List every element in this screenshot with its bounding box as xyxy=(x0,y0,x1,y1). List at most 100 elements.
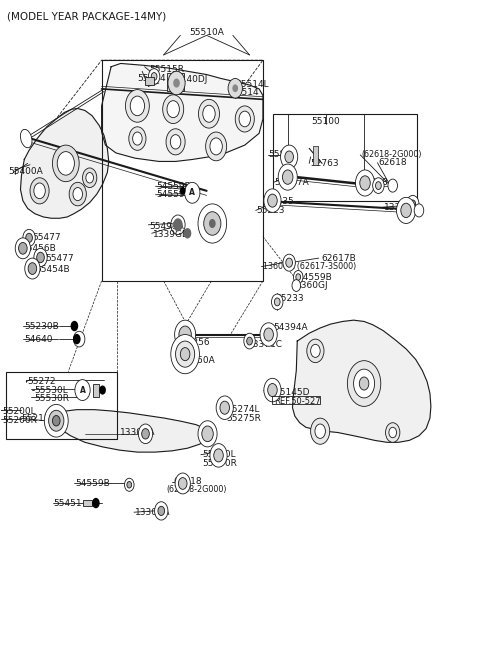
Text: 55233: 55233 xyxy=(275,294,303,303)
Circle shape xyxy=(360,377,369,390)
Polygon shape xyxy=(292,320,431,442)
Circle shape xyxy=(52,145,79,182)
Polygon shape xyxy=(49,409,211,452)
Circle shape xyxy=(372,178,384,194)
Text: 55514: 55514 xyxy=(137,74,166,83)
Text: REF.50-527: REF.50-527 xyxy=(275,397,321,405)
Text: 62618: 62618 xyxy=(378,158,407,167)
Text: A: A xyxy=(189,188,195,197)
Circle shape xyxy=(293,270,303,283)
Circle shape xyxy=(175,320,196,349)
Circle shape xyxy=(170,134,181,149)
Circle shape xyxy=(73,334,81,344)
Bar xyxy=(167,73,184,91)
Text: 55510A: 55510A xyxy=(189,28,224,37)
Text: 54559B: 54559B xyxy=(75,479,110,488)
Circle shape xyxy=(83,168,97,188)
Circle shape xyxy=(244,333,255,349)
Text: 1360GK (62617-3S000): 1360GK (62617-3S000) xyxy=(263,262,356,271)
Circle shape xyxy=(73,188,83,201)
Circle shape xyxy=(410,200,416,208)
Text: 55145D: 55145D xyxy=(275,388,310,396)
Circle shape xyxy=(204,212,221,236)
Circle shape xyxy=(57,152,74,175)
Circle shape xyxy=(171,335,199,374)
Circle shape xyxy=(354,369,374,398)
Text: 62617B: 62617B xyxy=(321,254,356,262)
Circle shape xyxy=(130,96,144,115)
Text: (62618-2G000): (62618-2G000) xyxy=(166,485,227,495)
Text: 55888: 55888 xyxy=(360,178,388,187)
Text: 55272: 55272 xyxy=(28,377,56,386)
Circle shape xyxy=(44,405,68,437)
Bar xyxy=(102,60,263,281)
Bar xyxy=(274,113,417,201)
Text: 1330AA: 1330AA xyxy=(135,508,170,517)
Circle shape xyxy=(210,443,227,467)
Text: 1339GB: 1339GB xyxy=(153,230,189,239)
Bar xyxy=(93,384,99,397)
Circle shape xyxy=(151,73,157,81)
Circle shape xyxy=(260,323,277,346)
Circle shape xyxy=(168,72,185,95)
Circle shape xyxy=(311,418,330,444)
Circle shape xyxy=(360,176,370,190)
Text: 1330AA: 1330AA xyxy=(120,428,155,437)
Circle shape xyxy=(48,410,64,431)
Circle shape xyxy=(148,69,160,85)
Circle shape xyxy=(185,182,200,203)
Text: 53371C: 53371C xyxy=(248,340,283,349)
Text: 55347A: 55347A xyxy=(275,178,309,187)
Text: 55250A: 55250A xyxy=(180,356,215,365)
Text: 55454B: 55454B xyxy=(36,265,71,274)
Circle shape xyxy=(235,106,254,132)
Circle shape xyxy=(71,321,78,331)
Text: (MODEL YEAR PACKAGE-14MY): (MODEL YEAR PACKAGE-14MY) xyxy=(7,11,167,21)
Text: 55514: 55514 xyxy=(230,89,259,97)
Circle shape xyxy=(292,279,300,291)
Ellipse shape xyxy=(21,129,32,148)
Circle shape xyxy=(92,498,100,508)
Bar xyxy=(273,396,320,405)
Circle shape xyxy=(15,238,31,258)
Circle shape xyxy=(175,473,191,494)
Circle shape xyxy=(268,194,277,207)
Circle shape xyxy=(307,339,324,363)
Circle shape xyxy=(315,424,325,438)
Circle shape xyxy=(158,506,165,516)
Circle shape xyxy=(34,183,45,199)
Circle shape xyxy=(30,178,49,204)
Circle shape xyxy=(69,182,86,206)
Circle shape xyxy=(203,105,215,122)
Circle shape xyxy=(23,230,35,247)
Text: 55200R: 55200R xyxy=(2,416,37,424)
Text: 55477: 55477 xyxy=(33,234,61,242)
Circle shape xyxy=(173,79,180,88)
Circle shape xyxy=(348,361,381,406)
Text: A: A xyxy=(80,386,85,394)
Text: 55275R: 55275R xyxy=(227,414,262,422)
Circle shape xyxy=(52,415,60,426)
Circle shape xyxy=(389,427,396,438)
Circle shape xyxy=(232,85,238,92)
Text: 55514L: 55514L xyxy=(235,80,269,89)
Circle shape xyxy=(163,95,184,123)
Text: 1360GJ: 1360GJ xyxy=(296,281,329,290)
Text: 54559B: 54559B xyxy=(156,182,191,191)
Text: 52763: 52763 xyxy=(311,159,339,168)
Circle shape xyxy=(275,298,280,306)
Circle shape xyxy=(142,428,149,439)
Text: 55270R: 55270R xyxy=(202,459,237,468)
Text: 55499A: 55499A xyxy=(149,222,184,231)
Circle shape xyxy=(401,203,411,218)
Circle shape xyxy=(264,189,281,213)
Circle shape xyxy=(86,173,94,183)
Circle shape xyxy=(34,249,47,266)
Circle shape xyxy=(198,204,227,243)
Circle shape xyxy=(268,384,277,397)
Bar xyxy=(313,146,318,165)
Text: 55223: 55223 xyxy=(257,206,285,215)
Circle shape xyxy=(388,179,397,192)
Circle shape xyxy=(179,326,192,343)
Circle shape xyxy=(127,482,132,488)
